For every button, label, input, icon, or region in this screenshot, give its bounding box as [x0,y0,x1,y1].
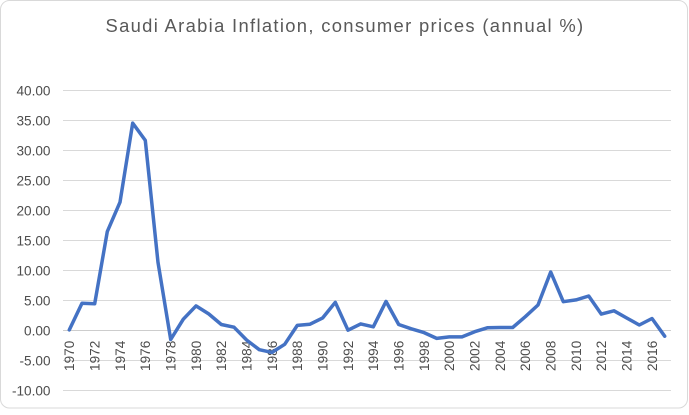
svg-text:1972: 1972 [88,341,103,371]
svg-text:2016: 2016 [645,341,660,371]
svg-text:30.00: 30.00 [16,143,50,158]
svg-text:2002: 2002 [468,341,483,371]
svg-text:1998: 1998 [417,341,432,371]
svg-text:1992: 1992 [341,341,356,371]
svg-text:1988: 1988 [290,341,305,371]
svg-text:15.00: 15.00 [16,233,50,248]
svg-text:25.00: 25.00 [16,173,50,188]
svg-text:2010: 2010 [569,340,584,371]
svg-text:1986: 1986 [265,341,280,371]
svg-text:1974: 1974 [113,340,128,371]
svg-text:2012: 2012 [594,341,609,371]
svg-text:-10.00: -10.00 [12,383,51,398]
svg-text:-5.00: -5.00 [20,353,51,368]
svg-text:0.00: 0.00 [24,323,51,338]
svg-text:Saudi Arabia Inflation, consum: Saudi Arabia Inflation, consumer prices … [106,15,585,36]
svg-text:2004: 2004 [493,340,508,371]
svg-text:1984: 1984 [240,340,255,371]
svg-text:2008: 2008 [544,341,559,371]
svg-text:1996: 1996 [392,341,407,371]
svg-text:2006: 2006 [518,341,533,371]
svg-text:5.00: 5.00 [24,293,51,308]
svg-text:2014: 2014 [620,340,635,371]
svg-text:40.00: 40.00 [16,83,50,98]
svg-text:1970: 1970 [62,340,77,371]
svg-text:35.00: 35.00 [16,113,50,128]
svg-text:1976: 1976 [138,341,153,371]
svg-text:20.00: 20.00 [16,203,50,218]
svg-text:10.00: 10.00 [16,263,50,278]
svg-text:1994: 1994 [366,340,381,371]
svg-text:1978: 1978 [164,341,179,371]
svg-text:1982: 1982 [214,341,229,371]
svg-text:1980: 1980 [189,340,204,371]
svg-text:1990: 1990 [316,340,331,371]
svg-text:2000: 2000 [442,340,457,371]
